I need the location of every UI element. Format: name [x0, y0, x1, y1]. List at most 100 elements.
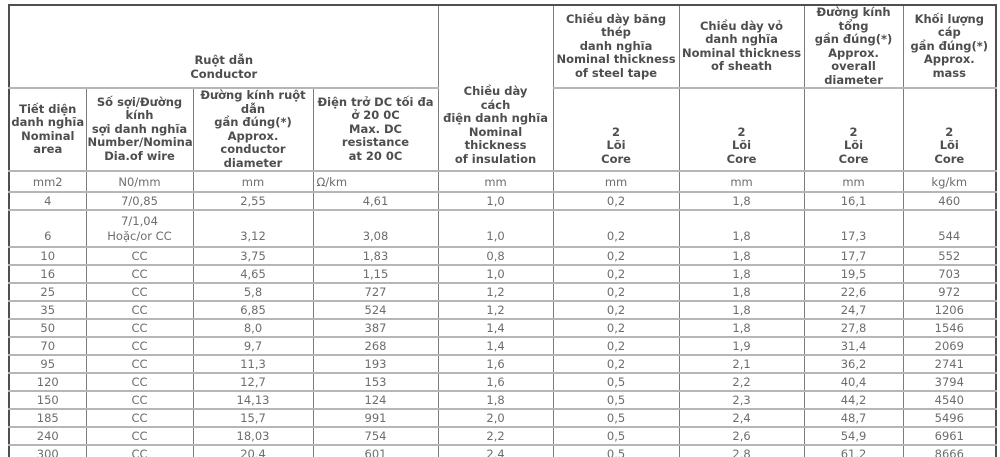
cell-sheath-thickness: 1,8	[678, 300, 805, 320]
cell-conductor-diameter: 3,75	[192, 246, 314, 266]
cell-steel-tape-thickness: 0,5	[552, 372, 680, 392]
cable-spec-table: Ruột dẫn Conductor Chiều dày cách điện d…	[8, 4, 998, 457]
dc-resistance-header: Điện trở DC tối đa ở 20 0C Max. DC resis…	[312, 87, 439, 172]
cell-mass: 3794	[902, 372, 997, 392]
unit-mass: kg/km	[902, 170, 997, 193]
cell-overall-diameter: 48,7	[803, 408, 904, 428]
cell-mass: 8666	[902, 444, 997, 457]
table-row: 185 CC 15,7 991 2,0 0,5 2,4 48,7 5496	[8, 408, 997, 428]
cell-mass: 552	[902, 246, 997, 266]
cell-conductor-diameter: 4,65	[192, 264, 314, 284]
cell-wire-config: CC	[85, 336, 194, 356]
cell-nominal-area: 240	[8, 426, 87, 446]
cell-dc-resistance: 4,61	[312, 191, 439, 211]
core-count-steel-tape: 2 Lõi Core	[552, 87, 680, 172]
unit-wire-config: N0/mm	[85, 170, 194, 193]
core-count-mass: 2 Lõi Core	[902, 87, 997, 172]
cell-wire-config: CC	[85, 318, 194, 338]
cell-steel-tape-thickness: 0,2	[552, 354, 680, 374]
cell-mass: 2741	[902, 354, 997, 374]
cell-mass: 1206	[902, 300, 997, 320]
cell-nominal-area: 70	[8, 336, 87, 356]
cell-nominal-area: 25	[8, 282, 87, 302]
header-row-groups: Ruột dẫn Conductor Chiều dày cách điện d…	[8, 4, 997, 172]
cell-conductor-diameter: 11,3	[192, 354, 314, 374]
cell-nominal-area: 16	[8, 264, 87, 284]
cell-insulation-thickness: 2,0	[437, 408, 554, 428]
cell-conductor-diameter: 20,4	[192, 444, 314, 457]
insulation-thickness-header: Chiều dày cách điện danh nghĩa Nominal t…	[437, 4, 554, 172]
table-row: 240 CC 18,03 754 2,2 0,5 2,6 54,9 6961	[8, 426, 997, 446]
cell-dc-resistance: 124	[312, 390, 439, 410]
cell-dc-resistance: 387	[312, 318, 439, 338]
cell-overall-diameter: 31,4	[803, 336, 904, 356]
cell-wire-config: CC	[85, 264, 194, 284]
cell-nominal-area: 120	[8, 372, 87, 392]
cell-sheath-thickness: 2,8	[678, 444, 805, 457]
cell-wire-config: CC	[85, 390, 194, 410]
cell-overall-diameter: 17,7	[803, 246, 904, 266]
cell-insulation-thickness: 1,0	[437, 264, 554, 284]
cell-overall-diameter: 40,4	[803, 372, 904, 392]
cell-insulation-thickness: 1,6	[437, 372, 554, 392]
cell-wire-config: CC	[85, 282, 194, 302]
cell-conductor-diameter: 18,03	[192, 426, 314, 446]
cell-mass: 5496	[902, 408, 997, 428]
units-row: mm2 N0/mm mm Ω/km mm mm mm mm kg/km	[8, 170, 997, 193]
cell-overall-diameter: 22,6	[803, 282, 904, 302]
cell-sheath-thickness: 1,9	[678, 336, 805, 356]
cell-overall-diameter: 44,2	[803, 390, 904, 410]
cell-insulation-thickness: 2,2	[437, 426, 554, 446]
cell-mass: 4540	[902, 390, 997, 410]
cell-sheath-thickness: 1,8	[678, 282, 805, 302]
cell-dc-resistance: 991	[312, 408, 439, 428]
cell-mass: 1546	[902, 318, 997, 338]
cell-dc-resistance: 153	[312, 372, 439, 392]
cell-dc-resistance: 1,83	[312, 246, 439, 266]
cell-insulation-thickness: 0,8	[437, 246, 554, 266]
cell-mass: 2069	[902, 336, 997, 356]
cell-sheath-thickness: 1,8	[678, 318, 805, 338]
cell-sheath-thickness: 1,8	[678, 246, 805, 266]
unit-conductor-diameter: mm	[192, 170, 314, 193]
unit-sheath-thickness: mm	[678, 170, 805, 193]
cell-sheath-thickness: 1,8	[678, 191, 805, 211]
cell-wire-config: CC	[85, 408, 194, 428]
cell-conductor-diameter: 15,7	[192, 408, 314, 428]
cell-mass: 703	[902, 264, 997, 284]
table-row: 95 CC 11,3 193 1,6 0,2 2,1 36,2 2741	[8, 354, 997, 374]
cell-wire-config: CC	[85, 426, 194, 446]
overall-diameter-header: Đường kính tổng gần đúng(*) Approx. over…	[803, 4, 904, 89]
cell-steel-tape-thickness: 0,5	[552, 426, 680, 446]
cell-sheath-thickness: 2,6	[678, 426, 805, 446]
cell-steel-tape-thickness: 0,2	[552, 191, 680, 211]
table-row: 120 CC 12,7 153 1,6 0,5 2,2 40,4 3794	[8, 372, 997, 392]
cell-conductor-diameter: 6,85	[192, 300, 314, 320]
cell-nominal-area: 300	[8, 444, 87, 457]
conductor-diameter-header: Đường kính ruột dẫn gần đúng(*) Approx. …	[192, 87, 314, 172]
cell-insulation-thickness: 1,4	[437, 318, 554, 338]
cell-mass: 544	[902, 209, 997, 248]
cell-nominal-area: 50	[8, 318, 87, 338]
table-row: 10 CC 3,75 1,83 0,8 0,2 1,8 17,7 552	[8, 246, 997, 266]
table-row: 300 CC 20,4 601 2,4 0,5 2,8 61,2 8666	[8, 444, 997, 457]
nominal-area-header: Tiết diện danh nghĩa Nominal area	[8, 87, 87, 172]
cell-overall-diameter: 24,7	[803, 300, 904, 320]
table-row: 35 CC 6,85 524 1,2 0,2 1,8 24,7 1206	[8, 300, 997, 320]
cell-steel-tape-thickness: 0,2	[552, 318, 680, 338]
table-body: Ruột dẫn Conductor Chiều dày cách điện d…	[8, 4, 997, 457]
cell-overall-diameter: 36,2	[803, 354, 904, 374]
table-row: 70 CC 9,7 268 1,4 0,2 1,9 31,4 2069	[8, 336, 997, 356]
cell-sheath-thickness: 2,1	[678, 354, 805, 374]
cell-sheath-thickness: 2,3	[678, 390, 805, 410]
cell-dc-resistance: 268	[312, 336, 439, 356]
unit-insulation-thickness: mm	[437, 170, 554, 193]
cell-steel-tape-thickness: 0,2	[552, 209, 680, 248]
cell-dc-resistance: 601	[312, 444, 439, 457]
core-count-overall-diameter: 2 Lõi Core	[803, 87, 904, 172]
table-row: 50 CC 8,0 387 1,4 0,2 1,8 27,8 1546	[8, 318, 997, 338]
cell-steel-tape-thickness: 0,2	[552, 282, 680, 302]
cell-overall-diameter: 17,3	[803, 209, 904, 248]
cell-sheath-thickness: 2,4	[678, 408, 805, 428]
unit-dc-resistance: Ω/km	[312, 170, 439, 193]
